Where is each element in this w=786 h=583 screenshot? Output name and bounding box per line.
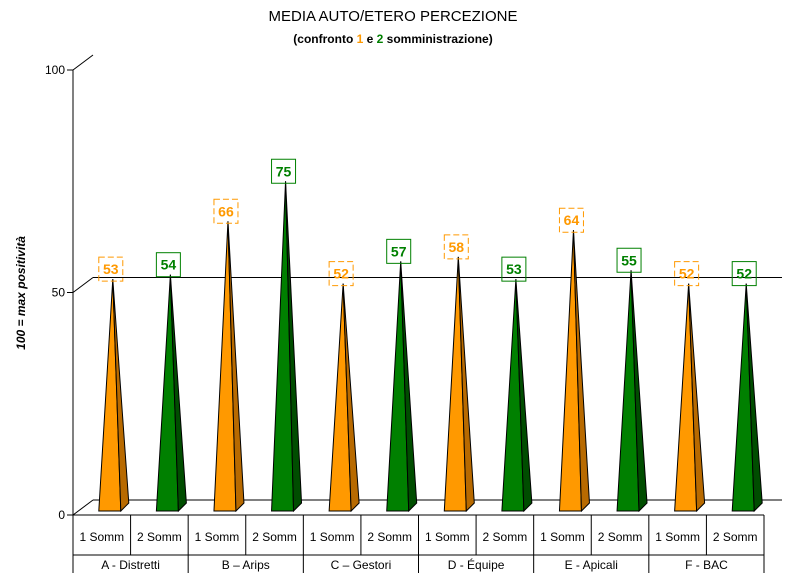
bar-second (731, 283, 763, 513)
bar-first (328, 283, 360, 513)
data-labels: 53 54 66 75 52 57 58 53 64 55 52 52 (98, 158, 757, 287)
data-label: 52 (679, 266, 695, 282)
chart-subtitle: (confronto 1 e 2 somministrazione) (0, 32, 786, 46)
bar-second (616, 270, 648, 513)
subcategory-label: 2 Somm (252, 530, 297, 544)
y-tick-label: 50 (52, 286, 66, 300)
data-label-box (501, 256, 527, 282)
cone-side (227, 221, 245, 513)
cone-side (745, 283, 763, 513)
cone-side (630, 270, 648, 513)
subtitle-middle: e (363, 32, 377, 46)
data-label: 57 (391, 243, 407, 259)
subtitle-first: 1 (356, 32, 364, 46)
group-label: E - Apicali (565, 558, 618, 572)
subcategory-label: 1 Somm (655, 530, 700, 544)
subcategory-label: 1 Somm (425, 530, 470, 544)
y-tick-label: 100 (45, 63, 65, 77)
bar-first (98, 279, 130, 513)
cone-side (342, 283, 360, 513)
data-label-box (731, 261, 757, 287)
data-label-box (155, 252, 181, 278)
cone-side (572, 230, 590, 513)
data-label-box (213, 198, 239, 224)
data-label-box (443, 234, 469, 260)
cone-side (688, 283, 706, 513)
subcategory-label: 1 Somm (79, 530, 124, 544)
data-label: 53 (103, 261, 119, 277)
subtitle-prefix: (confronto (293, 32, 357, 46)
data-label: 66 (218, 203, 234, 219)
group-label: C – Gestori (331, 558, 392, 572)
chart-title: MEDIA AUTO/ETERO PERCEZIONE (268, 8, 518, 25)
bar-second (386, 261, 418, 513)
subcategory-label: 1 Somm (310, 530, 355, 544)
subcategory-label: 2 Somm (483, 530, 528, 544)
data-label: 75 (276, 163, 292, 179)
gridline-diagonal (72, 277, 94, 293)
data-label: 58 (449, 239, 465, 255)
cone-side (457, 256, 475, 513)
data-label: 52 (736, 266, 752, 282)
data-label-box (674, 261, 700, 287)
bar-series (98, 181, 763, 513)
cone-side (169, 274, 187, 513)
data-label: 54 (161, 257, 177, 273)
data-label: 53 (506, 261, 522, 277)
data-label-box (616, 247, 642, 273)
data-label-box (328, 261, 354, 287)
data-label: 55 (621, 252, 637, 268)
subtitle-suffix: somministrazione) (383, 32, 493, 46)
bar-second (155, 274, 187, 513)
subcategory-label: 1 Somm (540, 530, 585, 544)
bar-first (213, 221, 245, 513)
group-label: F - BAC (685, 558, 728, 572)
cone-side (515, 279, 533, 513)
subcategory-label: 2 Somm (713, 530, 758, 544)
subtitle-second: 2 (376, 32, 384, 46)
data-label: 52 (333, 266, 349, 282)
bar-first (443, 256, 475, 513)
bar-first (558, 230, 590, 513)
group-label: A - Distretti (101, 558, 160, 572)
subcategory-label: 1 Somm (195, 530, 240, 544)
floor-left-edge (72, 499, 94, 516)
cone-side (112, 279, 130, 513)
category-axis: 1 Somm 2 Somm A - Distretti 1 Somm 2 Somm B –… (72, 515, 765, 573)
top-diagonal (72, 54, 94, 71)
subcategory-label: 2 Somm (598, 530, 643, 544)
subcategory-label: 2 Somm (137, 530, 182, 544)
y-tick-label: 0 (58, 508, 65, 522)
y-axis-label: 100 = max positività (14, 236, 28, 350)
data-label-box (386, 238, 412, 264)
bar-second (271, 181, 303, 513)
cone-side (400, 261, 418, 513)
data-label-box (558, 207, 584, 233)
data-label: 64 (564, 212, 580, 228)
data-label-box (271, 158, 297, 184)
group-label: B – Arips (222, 558, 270, 572)
group-label: D - Équipe (448, 557, 505, 572)
subcategory-label: 2 Somm (367, 530, 412, 544)
cone-side (285, 181, 303, 513)
data-label-box (98, 256, 124, 282)
bar-second (501, 279, 533, 513)
bar-first (674, 283, 706, 513)
